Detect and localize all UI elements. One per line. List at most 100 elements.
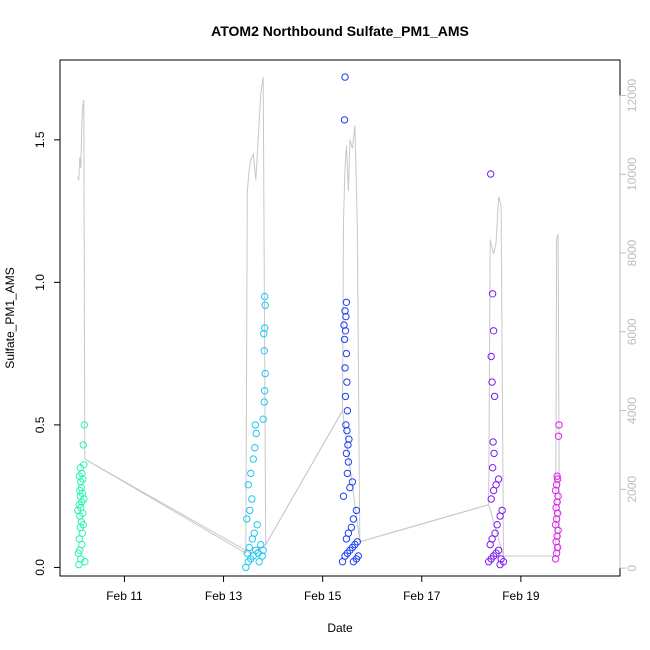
data-point: [343, 469, 352, 478]
y2-tick-label: 8000: [625, 239, 639, 266]
data-point: [343, 426, 351, 435]
data-point: [342, 312, 350, 321]
y-tick-label: 0.0: [33, 559, 47, 576]
data-point: [342, 349, 351, 358]
data-point: [255, 558, 263, 566]
data-point: [75, 535, 84, 543]
series-flight-3: [338, 73, 362, 566]
data-point: [553, 532, 561, 540]
data-point: [345, 435, 353, 443]
data-point: [494, 475, 503, 483]
data-point: [79, 441, 88, 449]
data-point: [340, 116, 349, 124]
data-point: [553, 475, 562, 483]
data-point: [340, 335, 349, 344]
data-point: [259, 415, 267, 423]
data-point: [552, 503, 560, 512]
data-point: [496, 560, 504, 569]
altitude-trace: [76, 77, 560, 557]
data-point: [80, 495, 88, 503]
data-point: [259, 546, 267, 554]
data-point: [488, 290, 497, 298]
y-tick-label: 0.5: [33, 416, 47, 433]
data-point: [74, 506, 82, 515]
data-point: [342, 421, 350, 429]
data-point: [247, 469, 255, 478]
x-tick-label: Feb 13: [205, 589, 243, 603]
data-point: [553, 472, 561, 480]
data-point: [261, 324, 269, 332]
data-point: [488, 535, 496, 543]
data-point: [261, 369, 269, 378]
data-point: [258, 552, 266, 560]
data-point: [344, 441, 352, 449]
series-flight-4: [485, 170, 508, 569]
data-point: [342, 298, 351, 306]
series-flight-2: [242, 292, 269, 572]
data-point: [342, 449, 351, 458]
x-tick-label: Feb 19: [502, 589, 540, 603]
data-point: [349, 558, 358, 566]
data-point: [348, 478, 357, 486]
data-point: [343, 378, 351, 386]
data-point: [340, 321, 348, 329]
data-point: [552, 549, 561, 557]
data-point: [352, 506, 361, 515]
data-point: [551, 521, 560, 529]
data-point: [344, 529, 353, 537]
data-point: [80, 421, 89, 429]
data-point: [80, 461, 88, 469]
data-point: [244, 481, 253, 489]
data-point: [343, 407, 352, 415]
data-point: [491, 529, 499, 537]
data-point: [490, 449, 498, 458]
data-point: [489, 438, 497, 446]
x-tick-label: Feb 17: [403, 589, 441, 603]
data-point: [79, 521, 88, 529]
data-point: [246, 506, 254, 515]
data-point: [488, 464, 497, 472]
data-point: [493, 521, 501, 529]
data-point: [339, 492, 348, 500]
data-point: [555, 421, 563, 429]
data-point: [551, 555, 560, 563]
series-flight-5: [551, 421, 563, 563]
data-point: [489, 327, 498, 335]
data-point: [251, 421, 260, 429]
y2-tick-label: 0: [625, 564, 639, 571]
data-point: [248, 495, 256, 503]
axis-layer: Feb 11 Feb 13 Feb 15 Feb 17 Feb 19 0.0 0.5 1.0 1…: [33, 78, 639, 603]
data-point: [554, 432, 563, 440]
data-point: [260, 347, 268, 355]
y-tick-label: 1.5: [33, 131, 47, 148]
data-point: [81, 558, 89, 566]
chart-title: ATOM2 Northbound Sulfate_PM1_AMS: [211, 23, 469, 39]
y2-tick-label: 12000: [625, 78, 639, 112]
series-flight-1: [74, 421, 89, 569]
data-point: [261, 292, 269, 301]
y2-tick-label: 2000: [625, 476, 639, 503]
data-point: [487, 352, 495, 361]
data-point: [243, 515, 251, 523]
x-axis-label: Date: [327, 621, 353, 635]
data-point: [341, 392, 350, 401]
data-point: [341, 73, 349, 81]
y-axis-label: Sulfate_PM1_AMS: [3, 267, 17, 368]
data-point: [261, 387, 269, 395]
data-point: [553, 498, 561, 506]
y2-tick-label: 4000: [625, 397, 639, 424]
data-point: [347, 523, 356, 532]
data-point: [498, 506, 506, 515]
x-tick-label: Feb 11: [106, 589, 143, 603]
y2-tick-label: 10000: [625, 157, 639, 191]
data-point: [74, 549, 83, 557]
data-point: [253, 521, 261, 529]
data-point: [245, 543, 254, 552]
data-point: [252, 429, 260, 438]
data-point: [487, 495, 495, 503]
data-point: [251, 444, 259, 452]
data-point: [552, 515, 561, 523]
data-point: [552, 481, 561, 489]
